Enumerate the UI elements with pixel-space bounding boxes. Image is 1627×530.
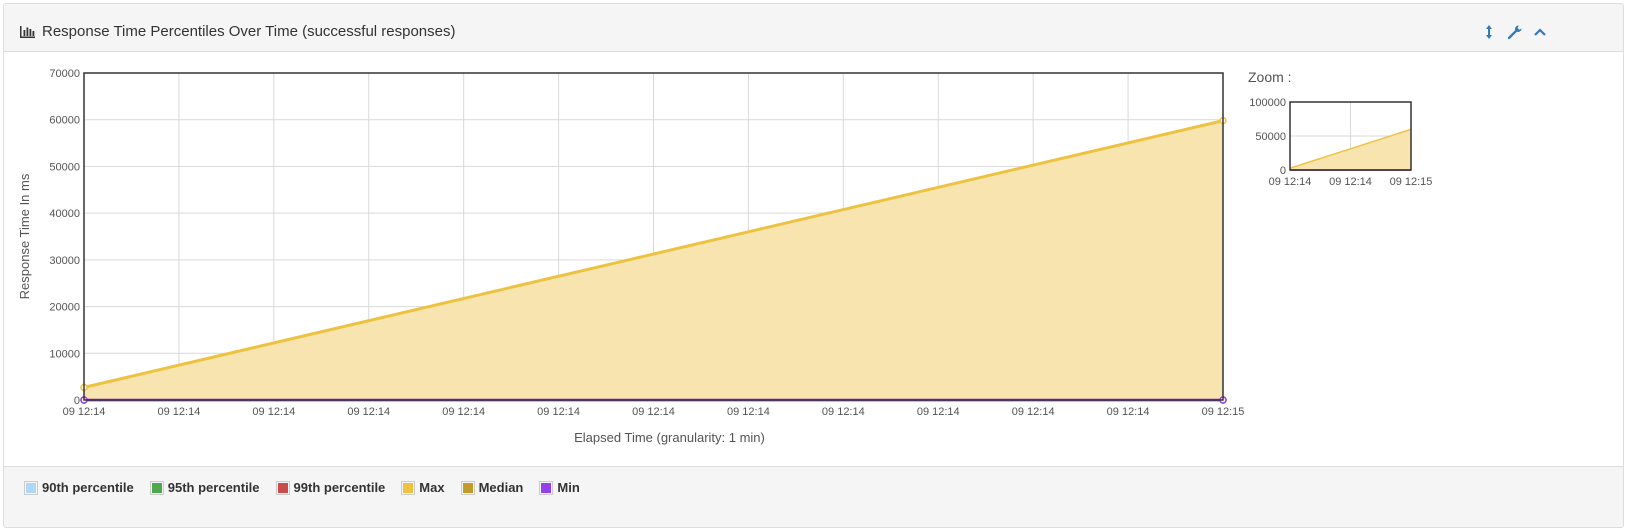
legend-item[interactable]: Max	[401, 480, 445, 495]
x-tick-label: 09 12:14	[1012, 406, 1055, 418]
x-tick-label: 09 12:14	[252, 406, 295, 418]
legend-label: Max	[419, 480, 445, 495]
y-axis-label: Response Time In ms	[17, 173, 32, 299]
zoom-y-tick-label: 50000	[1255, 131, 1286, 143]
x-tick-label: 09 12:14	[347, 406, 390, 418]
x-tick-label: 09 12:14	[537, 406, 580, 418]
y-tick-label: 0	[74, 395, 80, 407]
legend-swatch	[149, 480, 164, 495]
legend-swatch	[24, 480, 38, 495]
y-tick-label: 60000	[49, 115, 80, 127]
x-tick-label: 09 12:14	[632, 406, 675, 418]
legend-item[interactable]: Median	[460, 480, 524, 495]
legend-item[interactable]: 99th percentile	[275, 480, 386, 495]
legend-label: 90th percentile	[42, 480, 134, 495]
panel-body: 0 10000 20000 30000 40000 50000 60000 70000 09 1…	[4, 52, 1623, 466]
panel-heading: Response Time Percentiles Over Time (suc…	[4, 4, 1623, 52]
legend-item[interactable]: 95th percentile	[149, 480, 260, 495]
wrench-icon[interactable]	[1506, 24, 1522, 40]
x-tick-label: 09 12:14	[442, 406, 485, 418]
zoom-series-line-max	[1289, 128, 1412, 169]
plot-frame	[83, 72, 1224, 401]
x-tick-label: 09 12:14	[917, 406, 960, 418]
chart-panel: Response Time Percentiles Over Time (suc…	[3, 3, 1624, 528]
zoom-y-tick-label: 0	[1280, 165, 1286, 177]
zoom-x-tick-label: 09 12:14	[1329, 176, 1372, 188]
chevron-up-icon[interactable]	[1532, 24, 1548, 40]
x-tick-label: 09 12:14	[822, 406, 865, 418]
panel-title: Response Time Percentiles Over Time (suc…	[42, 23, 456, 40]
y-tick-label: 50000	[49, 161, 80, 173]
legend-swatch	[275, 480, 290, 495]
x-tick-label: 09 12:14	[158, 406, 201, 418]
x-tick-label: 09 12:14	[63, 406, 106, 418]
legend-swatch	[460, 480, 475, 495]
x-tick-label: 09 12:15	[1202, 406, 1245, 418]
x-axis-label: Elapsed Time (granularity: 1 min)	[574, 430, 765, 445]
legend-swatch	[401, 480, 416, 495]
y-tick-label: 40000	[49, 208, 80, 220]
chart-legend: 90th percentile 95th percentile 99th perce…	[24, 480, 596, 495]
response-time-chart[interactable]: 0 10000 20000 30000 40000 50000 60000 70000 09 1…	[4, 52, 1623, 466]
y-tick-label: 10000	[49, 348, 80, 360]
y-tick-label: 30000	[49, 255, 80, 267]
zoom-overview[interactable]: 0 50000 100000 09 12:14 09 12:14 09 12:15	[1249, 97, 1432, 188]
zoom-label: Zoom :	[1248, 69, 1292, 85]
legend-item[interactable]: 90th percentile	[24, 480, 134, 495]
x-tick-label: 09 12:14	[1107, 406, 1150, 418]
legend-label: Min	[557, 480, 580, 495]
series-max-area	[84, 120, 1223, 401]
zoom-y-tick-label: 100000	[1249, 97, 1286, 109]
y-tick-label: 70000	[49, 68, 80, 80]
bar-chart-icon	[20, 26, 35, 38]
resize-vertical-icon[interactable]	[1481, 24, 1497, 40]
legend-label: 95th percentile	[167, 480, 260, 495]
legend-label: 99th percentile	[293, 480, 386, 495]
legend-swatch	[539, 480, 554, 495]
zoom-x-tick-label: 09 12:15	[1390, 176, 1433, 188]
panel-footer: 90th percentile 95th percentile 99th perce…	[4, 466, 1623, 527]
series-line-max	[83, 119, 1224, 389]
x-tick-label: 09 12:14	[727, 406, 770, 418]
zoom-x-tick-label: 09 12:14	[1269, 176, 1312, 188]
y-tick-label: 20000	[49, 302, 80, 314]
legend-label: Median	[478, 480, 524, 495]
legend-item[interactable]: Min	[539, 480, 580, 495]
zoom-frame	[1289, 101, 1412, 171]
